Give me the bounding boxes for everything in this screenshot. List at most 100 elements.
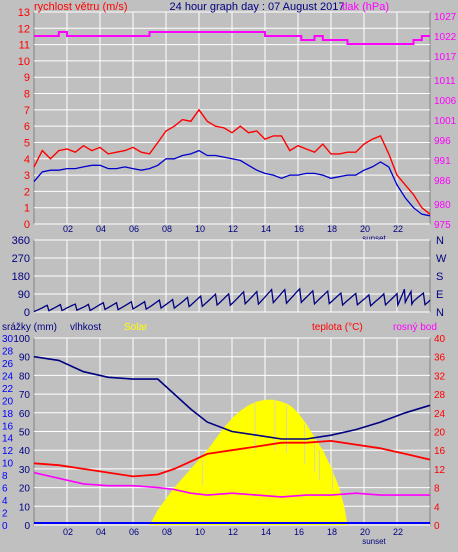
y-tick-humidity: 50 — [19, 428, 31, 439]
y-tick-direction: 0 — [24, 307, 30, 319]
wind-direction-line — [33, 287, 431, 313]
y-tick-wind: 10 — [18, 56, 30, 68]
x-tick-04: 04 — [96, 527, 106, 537]
y-tick-humidity: 60 — [19, 409, 31, 420]
y2-tick-pressure: 986 — [434, 176, 451, 187]
y-tick-humidity: 70 — [19, 390, 31, 401]
temp-label: teplota (°C) — [312, 322, 363, 333]
compass-label: E — [436, 289, 443, 301]
y-tick-wind: 8 — [24, 89, 30, 101]
solar-area — [34, 399, 430, 525]
y-tick-wind: 1 — [24, 203, 30, 215]
y2-tick-temperature: 16 — [434, 446, 446, 457]
panel3-x-ticks: 02 04 06 08 10 12 14 16 18 20 22 — [63, 527, 403, 537]
y-tick-wind: 13 — [18, 7, 30, 19]
y-tick-rain: 6 — [2, 484, 8, 495]
x-tick-06: 06 — [129, 527, 139, 537]
y2-tick-pressure: 975 — [434, 220, 451, 231]
panel3-right-ticks: 0 4 8 12 16 20 24 28 32 36 40 — [434, 334, 446, 532]
y-tick-direction: 360 — [12, 235, 30, 247]
compass-label: S — [436, 271, 443, 283]
x-tick-02: 02 — [63, 527, 73, 537]
x-tick-10: 10 — [195, 224, 205, 234]
y2-tick-temperature: 28 — [434, 390, 446, 401]
y2-tick-temperature: 4 — [434, 502, 440, 513]
y-tick-rain: 26 — [2, 359, 14, 370]
x-tick-12: 12 — [228, 224, 238, 234]
y2-tick-pressure: 1027 — [434, 12, 457, 23]
humidity-label: vlhkost — [70, 322, 101, 333]
pressure-line — [34, 31, 430, 45]
y2-tick-temperature: 40 — [434, 334, 446, 345]
x-tick-22: 22 — [393, 527, 403, 537]
x-tick-16: 16 — [294, 527, 304, 537]
y-tick-wind: 9 — [24, 72, 30, 84]
y-tick-rain: 0 — [2, 521, 8, 532]
x-tick-12: 12 — [228, 527, 238, 537]
y-tick-rain: 24 — [2, 371, 14, 382]
y-tick-wind: 11 — [19, 40, 30, 52]
y-tick-rain: 22 — [2, 384, 14, 395]
y2-tick-pressure: 1017 — [434, 52, 457, 63]
x-tick-20: 20 — [360, 224, 370, 234]
y2-tick-temperature: 36 — [434, 353, 446, 364]
y2-tick-pressure: 1006 — [434, 96, 457, 107]
y2-tick-temperature: 20 — [434, 428, 446, 439]
y2-tick-temperature: 12 — [434, 465, 446, 476]
x-tick-20: 20 — [360, 527, 370, 537]
y-tick-humidity: 80 — [19, 371, 31, 382]
dew-label: rosný bod — [393, 322, 437, 333]
y2-tick-temperature: 24 — [434, 409, 446, 420]
wind-gust-line — [33, 108, 431, 215]
y-tick-rain: 18 — [2, 409, 14, 420]
y2-tick-pressure: 1022 — [434, 32, 457, 43]
dewpoint-line — [33, 471, 430, 498]
y-tick-wind: 6 — [24, 121, 30, 133]
x-tick-10: 10 — [195, 527, 205, 537]
x-tick-08: 08 — [162, 224, 172, 234]
y2-tick-temperature: 0 — [434, 521, 440, 532]
y2-tick-temperature: 32 — [434, 371, 446, 382]
x-tick-06: 06 — [129, 224, 139, 234]
y-tick-rain: 12 — [2, 446, 14, 457]
pressure-label: tlak (hPa) — [342, 1, 389, 13]
y-tick-wind: 3 — [24, 170, 30, 182]
wind-avg-line — [33, 149, 431, 217]
y-tick-rain: 30 — [2, 334, 14, 345]
y-tick-rain: 8 — [2, 471, 8, 482]
y-tick-rain: 2 — [2, 509, 8, 520]
chart-title: 24 hour graph day : 07 August 2017 — [170, 1, 345, 13]
x-tick-14: 14 — [261, 224, 271, 234]
y-tick-rain: 14 — [2, 434, 14, 445]
y-tick-wind: 2 — [24, 186, 30, 198]
x-tick-18: 18 — [327, 224, 337, 234]
y-tick-wind: 4 — [24, 154, 30, 166]
panel2-grid — [34, 239, 430, 313]
y2-tick-pressure: 980 — [434, 200, 451, 211]
wind-label: rychlost větru (m/s) — [34, 1, 128, 13]
y-tick-direction: 270 — [12, 253, 30, 265]
panel1-grid — [34, 11, 430, 225]
y2-tick-pressure: 1011 — [434, 76, 456, 87]
y-tick-humidity: 30 — [19, 465, 31, 476]
x-tick-14: 14 — [261, 527, 271, 537]
temperature-line — [33, 439, 431, 478]
sunset-label-3: sunset — [362, 537, 386, 546]
panel3-series — [33, 355, 431, 525]
x-tick-08: 08 — [162, 527, 172, 537]
y-tick-rain: 16 — [2, 421, 14, 432]
compass-label: N — [436, 307, 444, 319]
y2-tick-pressure: 996 — [434, 136, 451, 147]
x-tick-18: 18 — [327, 527, 337, 537]
y-tick-humidity: 0 — [24, 521, 30, 532]
panel1-series — [33, 31, 431, 217]
y-tick-wind: 5 — [24, 137, 30, 149]
panel2-left-ticks: 0 90 180 270 360 — [12, 235, 30, 319]
y2-tick-pressure: 1001 — [434, 116, 457, 127]
y-tick-humidity: 20 — [19, 484, 31, 495]
compass-label: N — [436, 235, 444, 247]
y-tick-rain: 20 — [2, 396, 14, 407]
